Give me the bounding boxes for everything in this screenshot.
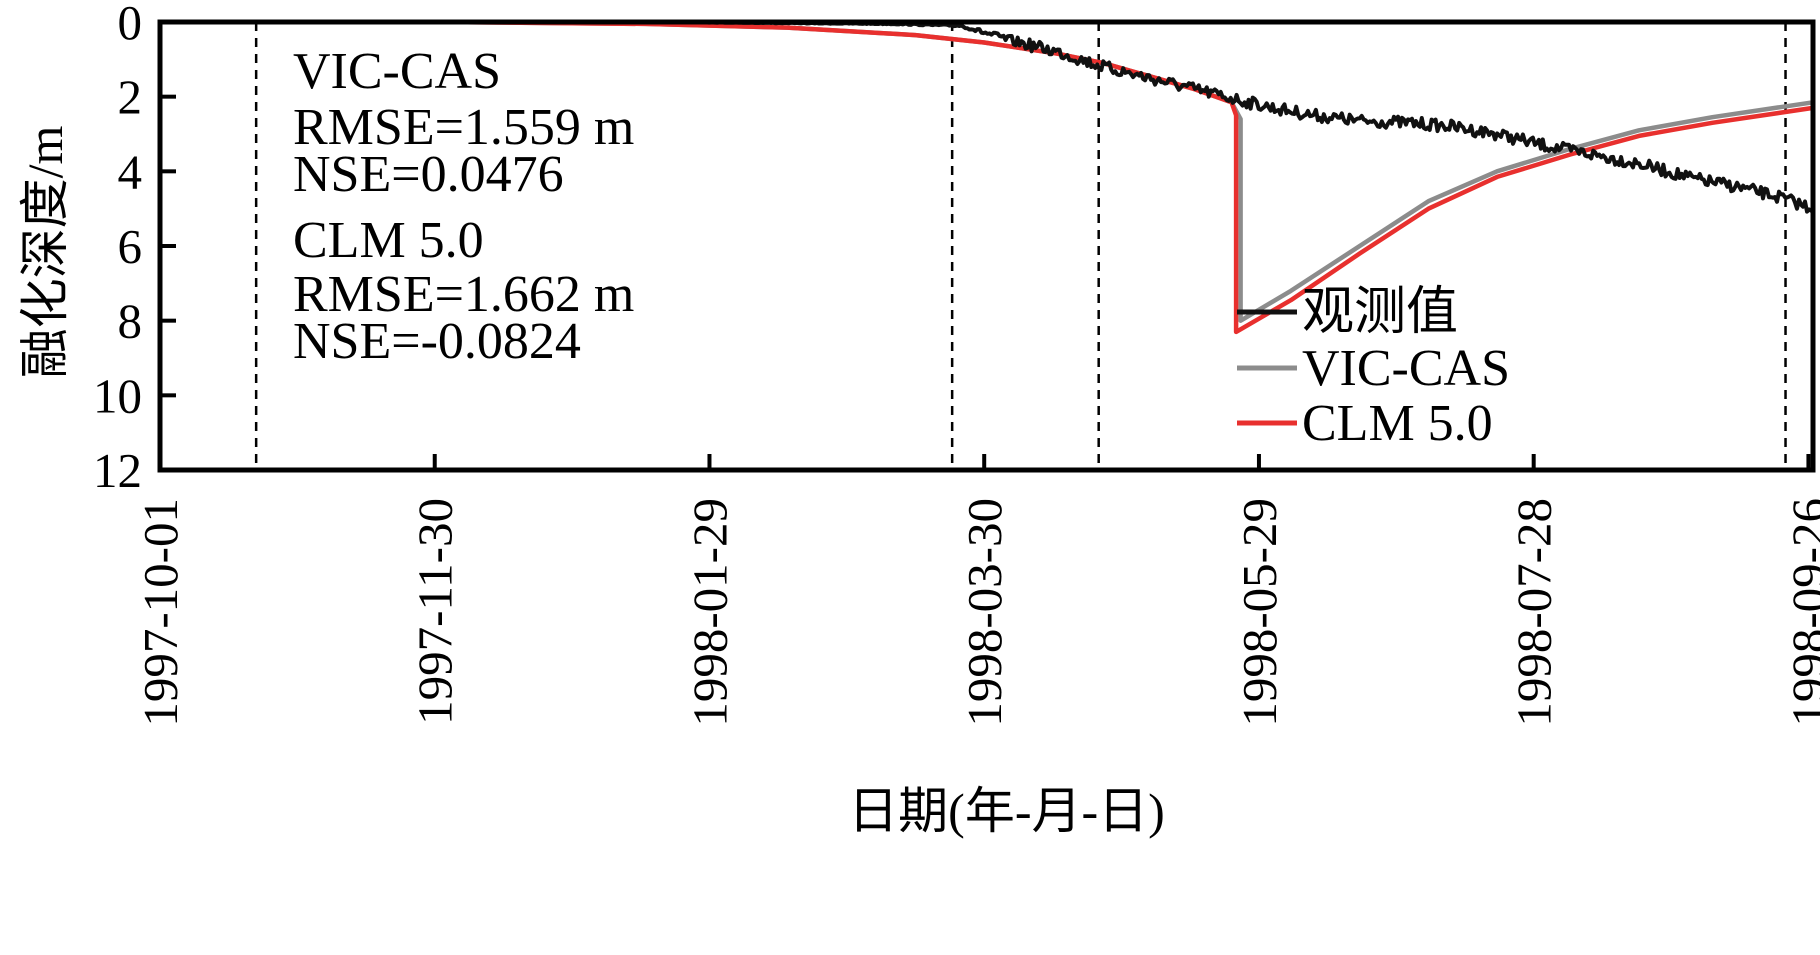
x-tick-label: 1998-03-30 <box>957 498 1012 727</box>
legend-label: 观测值 <box>1302 284 1458 341</box>
stat-line: RMSE=1.559 m <box>293 99 634 156</box>
y-tick-label: 6 <box>118 219 143 274</box>
x-tick-label: 1997-10-01 <box>133 498 188 727</box>
y-tick-label: 0 <box>118 0 143 50</box>
y-tick-label: 4 <box>118 144 143 199</box>
stat-line: RMSE=1.662 m <box>293 266 634 323</box>
stat-line: CLM 5.0 <box>293 212 484 269</box>
x-tick-label: 1998-09-26 <box>1781 498 1820 727</box>
y-tick-label: 12 <box>93 443 142 498</box>
x-tick-label: 1998-01-29 <box>682 498 737 727</box>
x-tick-label: 1997-11-30 <box>408 498 463 725</box>
x-tick-label: 1998-05-29 <box>1232 498 1287 727</box>
x-axis: 1997-10-01 1997-11-30 1998-01-29 1998-03-30… <box>133 454 1820 727</box>
x-axis-title: 日期(年-月-日) <box>848 783 1165 839</box>
stat-line: NSE=-0.0824 <box>293 313 581 370</box>
legend-label: VIC-CAS <box>1302 340 1510 397</box>
y-axis-title: 融化深度/m <box>17 126 73 379</box>
x-tick-label: 1998-07-28 <box>1507 498 1562 727</box>
y-axis: 0 2 4 6 8 10 12 <box>93 0 176 498</box>
stat-line: NSE=0.0476 <box>293 146 564 203</box>
reference-lines <box>254 22 1787 470</box>
stat-line: VIC-CAS <box>293 43 501 100</box>
legend-label: CLM 5.0 <box>1302 395 1493 452</box>
y-tick-label: 2 <box>118 70 143 125</box>
y-tick-label: 8 <box>118 294 143 349</box>
y-tick-label: 10 <box>93 368 142 423</box>
